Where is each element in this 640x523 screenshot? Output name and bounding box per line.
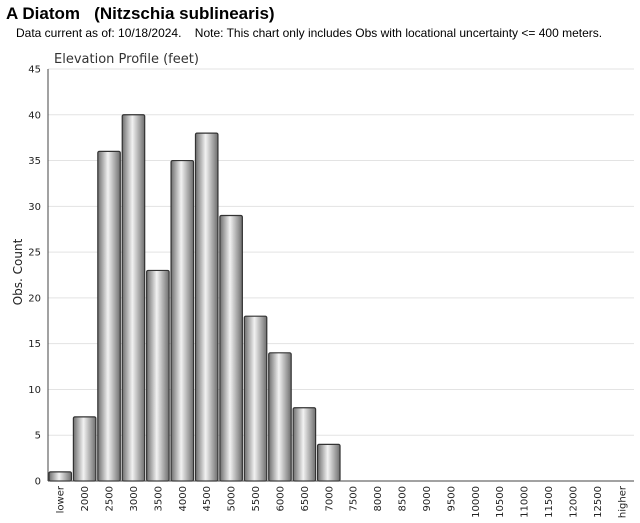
x-tick-labels: lower 2000 2500 3000 3500 4000 4500 5000 5500 600… bbox=[56, 485, 629, 518]
y-tick-labels: 0 5 10 15 20 25 30 35 40 45 bbox=[28, 65, 41, 488]
x-tick-label: 7000 bbox=[324, 486, 335, 511]
x-tick-label: 3500 bbox=[153, 486, 164, 511]
page-title: A Diatom (Nitzschia sublinearis) bbox=[6, 4, 275, 23]
data-note: Data current as of: 10/18/2024. Note: Th… bbox=[16, 26, 603, 40]
x-tick-label: 11000 bbox=[520, 486, 531, 518]
y-tick-label: 40 bbox=[28, 110, 41, 121]
y-tick-label: 25 bbox=[28, 248, 41, 259]
x-tick-label: 10000 bbox=[471, 486, 482, 518]
x-tick-label: lower bbox=[56, 485, 67, 513]
y-axis-label: Obs. Count bbox=[11, 238, 25, 305]
x-tick-label: 5000 bbox=[227, 486, 238, 511]
y-tick-label: 35 bbox=[28, 156, 41, 167]
x-tick-label: 10500 bbox=[495, 486, 506, 518]
bar-3000 bbox=[121, 114, 146, 482]
y-tick-label: 0 bbox=[35, 477, 41, 488]
x-tick-label: 12000 bbox=[568, 486, 579, 518]
grid-lines bbox=[48, 68, 634, 436]
x-tick-label: 6500 bbox=[300, 486, 311, 511]
bar-2500 bbox=[97, 150, 121, 482]
axes bbox=[47, 69, 634, 482]
y-tick-label: 20 bbox=[28, 293, 41, 304]
bar-lower bbox=[48, 471, 73, 482]
y-tick-label: 15 bbox=[28, 339, 41, 350]
x-tick-label: 8000 bbox=[373, 486, 384, 511]
y-tick-label: 10 bbox=[28, 385, 41, 396]
bar-5500 bbox=[243, 315, 268, 482]
x-tick-label: 8500 bbox=[398, 486, 409, 511]
x-tick-label: 3000 bbox=[129, 486, 140, 511]
bar-3500 bbox=[146, 269, 170, 482]
bar-7000 bbox=[316, 443, 341, 482]
x-tick-label: 4500 bbox=[202, 486, 213, 511]
x-tick-label: higher bbox=[617, 485, 628, 518]
bar-4000 bbox=[170, 159, 195, 482]
y-tick-label: 30 bbox=[28, 202, 41, 213]
bar-6000 bbox=[268, 352, 292, 482]
x-tick-label: 9500 bbox=[446, 486, 457, 511]
y-tick-label: 45 bbox=[28, 65, 41, 76]
chart-title: Elevation Profile (feet) bbox=[54, 52, 199, 67]
x-tick-label: 6000 bbox=[275, 486, 286, 511]
bar-2000 bbox=[72, 416, 97, 482]
x-tick-label: 4000 bbox=[178, 486, 189, 511]
x-tick-label: 7500 bbox=[349, 486, 360, 511]
x-tick-label: 2000 bbox=[80, 486, 91, 511]
x-tick-label: 12500 bbox=[593, 486, 604, 518]
x-tick-label: 2500 bbox=[105, 486, 116, 511]
bar-4500 bbox=[194, 132, 219, 482]
x-tick-label: 9000 bbox=[422, 486, 433, 511]
y-tick-label: 5 bbox=[35, 431, 41, 442]
bar-5000 bbox=[219, 214, 243, 482]
bars bbox=[48, 114, 341, 482]
bar-6500 bbox=[292, 407, 317, 482]
x-tick-label: 5500 bbox=[251, 486, 262, 511]
x-tick-label: 11500 bbox=[544, 486, 555, 518]
